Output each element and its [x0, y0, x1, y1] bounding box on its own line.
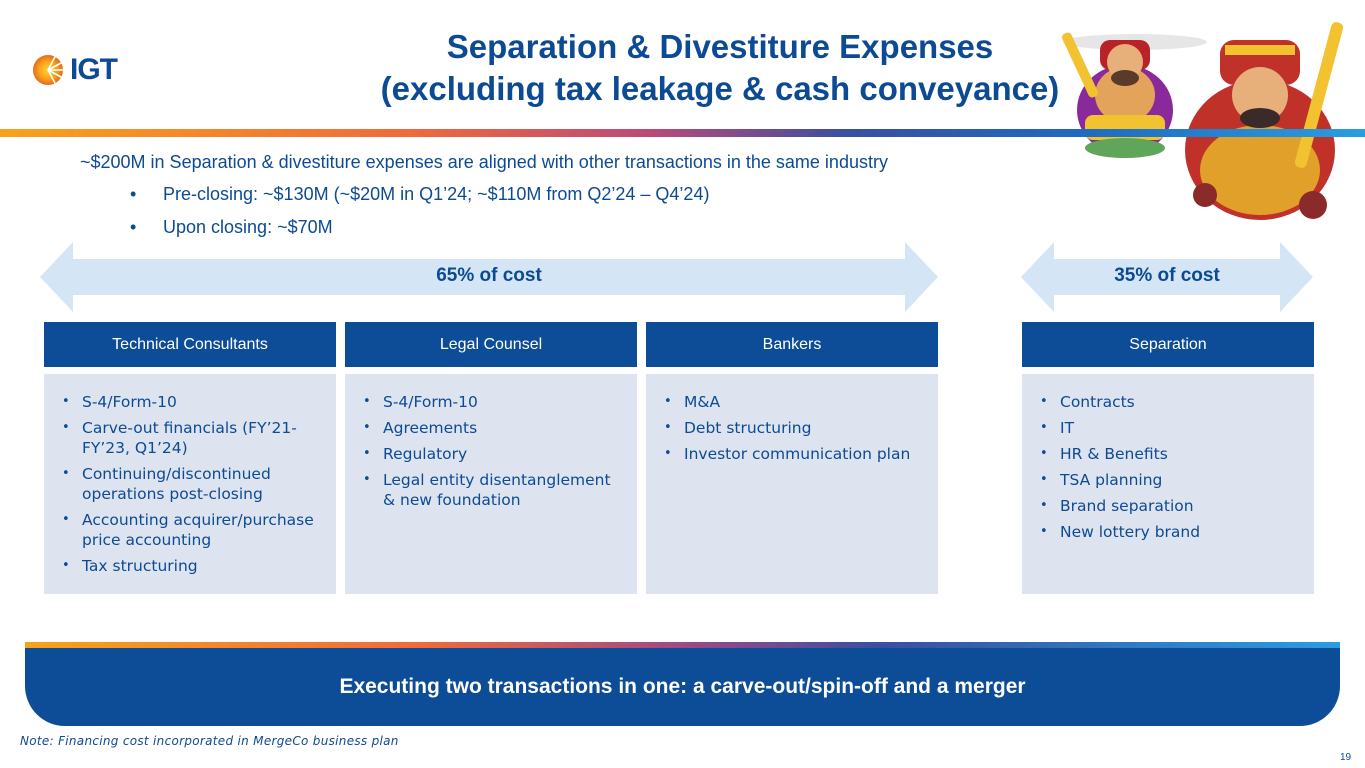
igt-sun-logo-icon	[33, 54, 64, 86]
list-item: M&A	[664, 392, 926, 412]
list-item: S-4/Form-10	[62, 392, 324, 412]
banner-accent-line	[25, 642, 1340, 648]
column-body-separation: Contracts IT HR & Benefits TSA planning …	[1022, 374, 1314, 594]
slide-title: Separation & Divestiture Expenses (exclu…	[380, 26, 1060, 110]
title-line-1: Separation & Divestiture Expenses	[446, 28, 994, 65]
column-header-technical-consultants: Technical Consultants	[44, 322, 336, 367]
page-number: 19	[1340, 752, 1352, 763]
intro-statement: ~$200M in Separation & divestiture expen…	[80, 152, 888, 172]
list-item: Accounting acquirer/purchase price accou…	[62, 510, 324, 550]
list-item: S-4/Form-10	[363, 392, 625, 412]
banner-text: Executing two transactions in one: a car…	[339, 675, 1026, 698]
list-item: Regulatory	[363, 444, 625, 464]
title-line-2: (excluding tax leakage & cash conveyance…	[380, 70, 1060, 107]
column-body-legal-counsel: S-4/Form-10 Agreements Regulatory Legal …	[345, 374, 637, 594]
list-item: Agreements	[363, 418, 625, 438]
intro-bullet: • Upon closing: ~$70M	[130, 217, 333, 237]
column-body-bankers: M&A Debt structuring Investor communicat…	[646, 374, 938, 594]
column-header-separation: Separation	[1022, 322, 1314, 367]
list-item: IT	[1040, 418, 1302, 438]
list-item: Investor communication plan	[664, 444, 926, 464]
list-item: Carve-out financials (FY’21-FY’23, Q1’24…	[62, 418, 324, 458]
intro-bullet-text: Upon closing: ~$70M	[163, 217, 333, 237]
cost-share-label-right: 35% of cost	[1114, 265, 1220, 286]
list-item: Tax structuring	[62, 556, 324, 576]
cost-share-arrow-left	[40, 242, 938, 312]
list-item: Legal entity disentanglement & new found…	[363, 470, 625, 510]
column-header-bankers: Bankers	[646, 322, 938, 367]
column-header-legal-counsel: Legal Counsel	[345, 322, 637, 367]
list-item: HR & Benefits	[1040, 444, 1302, 464]
footnote: Note: Financing cost incorporated in Mer…	[20, 734, 399, 748]
cost-share-label-left: 65% of cost	[436, 265, 542, 286]
intro-bullet-text: Pre-closing: ~$130M (~$20M in Q1’24; ~$1…	[163, 184, 710, 204]
list-item: TSA planning	[1040, 470, 1302, 490]
list-item: Contracts	[1040, 392, 1302, 412]
header-divider	[0, 129, 1365, 137]
list-item: Brand separation	[1040, 496, 1302, 516]
key-message-banner: Executing two transactions in one: a car…	[25, 648, 1340, 726]
list-item: New lottery brand	[1040, 522, 1302, 542]
logo-wordmark: IGT	[70, 53, 118, 86]
column-body-technical-consultants: S-4/Form-10 Carve-out financials (FY’21-…	[44, 374, 336, 594]
fortune-gods-illustration	[1055, 0, 1365, 230]
list-item: Debt structuring	[664, 418, 926, 438]
list-item: Continuing/discontinued operations post-…	[62, 464, 324, 504]
igt-logo: IGT	[30, 52, 130, 88]
intro-bullet: • Pre-closing: ~$130M (~$20M in Q1’24; ~$…	[130, 184, 710, 204]
cost-share-arrow-right	[1021, 242, 1313, 312]
